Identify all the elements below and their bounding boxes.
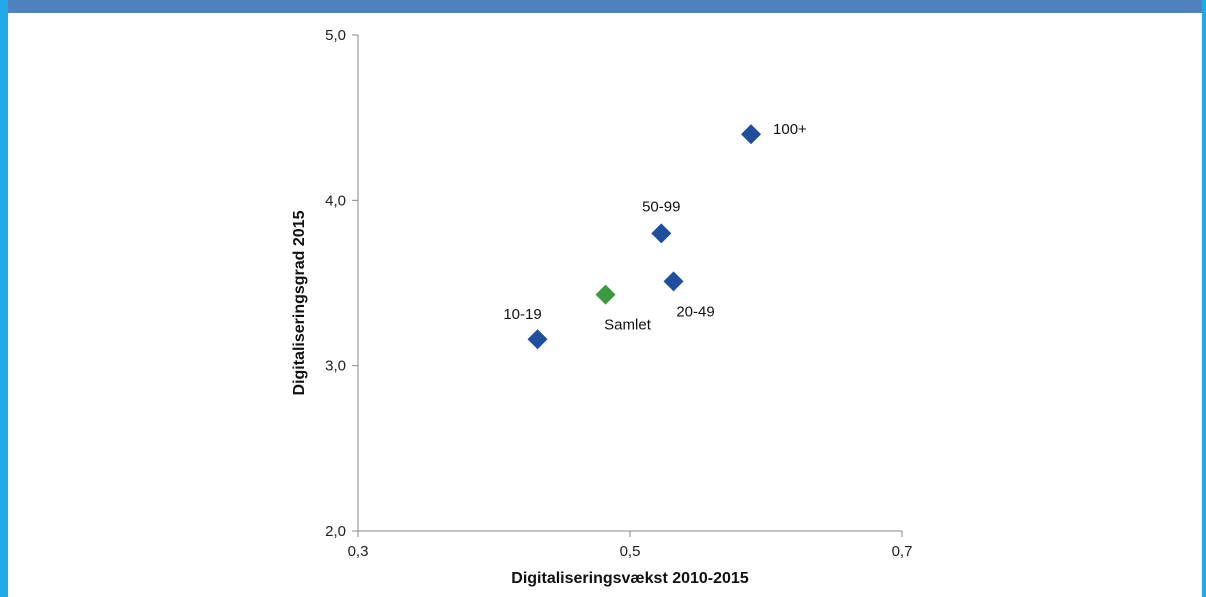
y-ticks: 2,0 3,0 4,0 5,0 xyxy=(325,27,358,540)
data-point-marker xyxy=(651,223,672,244)
data-point-marker xyxy=(527,329,548,350)
window-top-bar xyxy=(0,0,1206,13)
y-tick-label: 3,0 xyxy=(325,358,346,375)
data-point-label: 20-49 xyxy=(676,303,714,320)
y-tick-label: 5,0 xyxy=(325,27,346,44)
data-point-marker xyxy=(663,271,684,292)
y-tick-label: 2,0 xyxy=(325,523,346,540)
window-left-border xyxy=(0,0,8,597)
y-tick-label: 4,0 xyxy=(325,192,346,209)
x-tick-label: 0,3 xyxy=(348,543,369,560)
data-point-marker xyxy=(741,124,762,145)
data-point-label: 10-19 xyxy=(503,306,541,323)
window-right-border xyxy=(1202,0,1206,597)
data-point-label: 100+ xyxy=(773,121,807,138)
data-points xyxy=(527,124,762,350)
axes xyxy=(357,35,902,532)
x-ticks: 0,3 0,5 0,7 xyxy=(348,531,913,560)
data-point-labels: 10-19 Samlet 20-49 50-99 100+ xyxy=(503,121,807,333)
x-tick-label: 0,5 xyxy=(620,543,641,560)
x-tick-label: 0,7 xyxy=(892,543,913,560)
data-point-label: Samlet xyxy=(604,317,652,334)
y-axis-title: Digitaliseringsgrad 2015 xyxy=(291,210,308,395)
data-point-marker xyxy=(595,284,616,305)
x-axis-title: Digitaliseringsvækst 2010-2015 xyxy=(511,570,749,587)
data-point-label: 50-99 xyxy=(642,198,680,215)
